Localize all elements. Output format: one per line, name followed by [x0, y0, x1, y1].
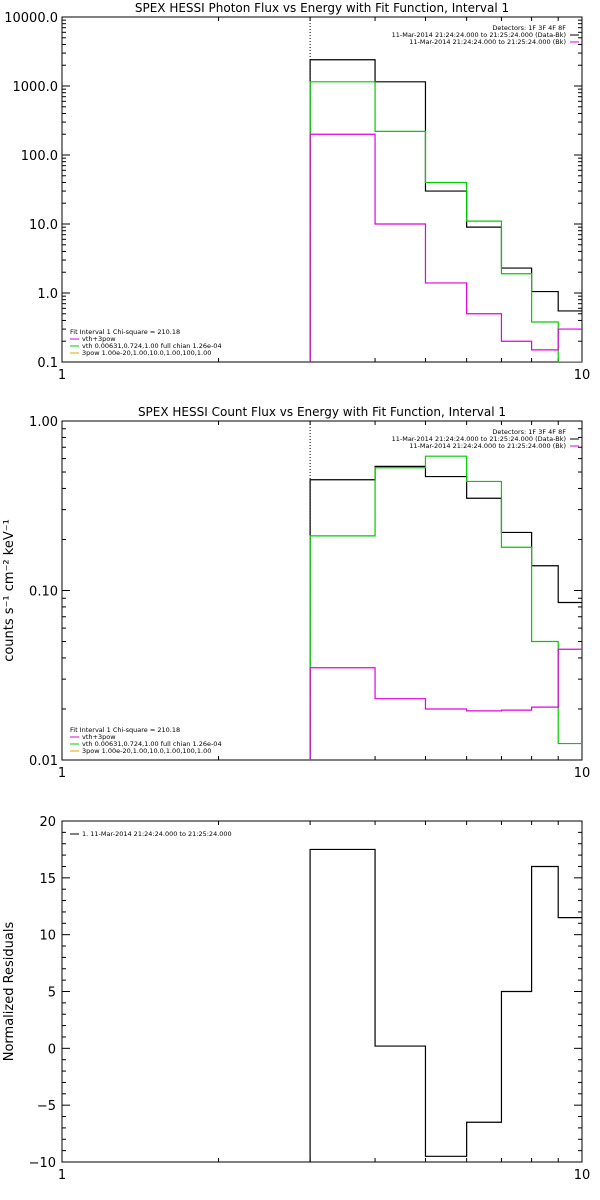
y-tick-label: 100.0 [21, 149, 58, 164]
y-tick-label: 20 [39, 815, 56, 830]
y-tick-label: 10 [39, 929, 56, 944]
y-tick-label: 10.0 [29, 218, 58, 233]
y-tick-label: 0.10 [29, 585, 58, 600]
chart-panel-1: SPEX HESSI Photon Flux vs Energy with Fi… [4, 1, 590, 383]
legend-right-entry: Detectors: 1F 3F 4F 8F [492, 24, 566, 32]
series-1-line [309, 465, 582, 760]
legend-left-entry: 1. 11-Mar-2014 21:24:24.000 to 21:25:24.… [82, 830, 232, 838]
legend-right-entry: 11-Mar-2014 21:24:24.000 to 21:25:24.000… [392, 31, 566, 39]
y-tick-label: 10000.0 [4, 11, 58, 26]
x-tick-label: 1 [58, 766, 66, 781]
legend-left-entry: vth 0.00631,0.724,1.00 full chian 1.26e-… [82, 740, 222, 748]
y-tick-label: 15 [39, 872, 56, 887]
chart-panel-2: SPEX HESSI Count Flux vs Energy with Fit… [2, 405, 590, 781]
y-tick-label: −10 [29, 1156, 56, 1171]
x-tick-label: 10 [574, 1168, 591, 1183]
y-tick-label: 1.00 [29, 415, 58, 430]
x-tick-label: 1 [58, 368, 66, 383]
series-1-line [309, 59, 582, 362]
y-tick-label: 1000.0 [13, 80, 59, 95]
legend-right-entry: 11-Mar-2014 21:24:24.000 to 21:25:24.000… [392, 435, 566, 443]
x-tick-label: 10 [574, 766, 591, 781]
y-tick-label: −5 [37, 1099, 56, 1114]
legend-left-entry: vth+3pow [82, 733, 116, 741]
legend-right-entry: Detectors: 1F 3F 4F 8F [492, 428, 566, 436]
x-tick-label: 10 [574, 368, 591, 383]
plot-frame [61, 16, 583, 363]
legend-left-entry: vth 0.00631,0.724,1.00 full chian 1.26e-… [82, 342, 222, 350]
y-tick-label: 5 [48, 986, 56, 1001]
legend-left-entry: Fit Interval 1 Chi-square = 210.18 [70, 328, 180, 336]
series-3-line [309, 648, 582, 760]
y-axis-label: counts s⁻¹ cm⁻² keV⁻¹ [2, 519, 17, 662]
series-1-line [309, 848, 582, 1162]
chart-title: SPEX HESSI Count Flux vs Energy with Fit… [138, 405, 506, 419]
legend-left-entry: 3pow 1.00e-20,1.00,10.0,1.00,100,1.00 [82, 349, 211, 357]
x-tick-label: 1 [58, 1168, 66, 1183]
legend-right-entry: 11-Mar-2014 21:24:24.000 to 21:25:24.000… [409, 442, 566, 450]
legend-left-entry: Fit Interval 1 Chi-square = 210.18 [70, 726, 180, 734]
legend-right-entry: 11-Mar-2014 21:24:24.000 to 21:25:24.000… [409, 38, 566, 46]
y-tick-label: 0.1 [37, 356, 58, 371]
legend-left-entry: vth+3pow [82, 335, 116, 343]
y-tick-label: 0 [48, 1042, 56, 1057]
y-tick-label: 0.01 [29, 754, 58, 769]
y-tick-label: 1.0 [37, 287, 58, 302]
y-axis-label: Normalized Residuals [2, 922, 17, 1062]
chart-title: SPEX HESSI Photon Flux vs Energy with Fi… [135, 1, 509, 15]
series-3-line [309, 133, 582, 362]
legend-left-entry: 3pow 1.00e-20,1.00,10.0,1.00,100,1.00 [82, 747, 211, 755]
plot-frame [61, 420, 583, 761]
chart-panel-3: Normalized Residuals 1 10 20 15 10 5 0 −5 −10 1. 1… [2, 815, 590, 1183]
series-2-line [309, 81, 582, 362]
series-2-line [309, 455, 582, 760]
